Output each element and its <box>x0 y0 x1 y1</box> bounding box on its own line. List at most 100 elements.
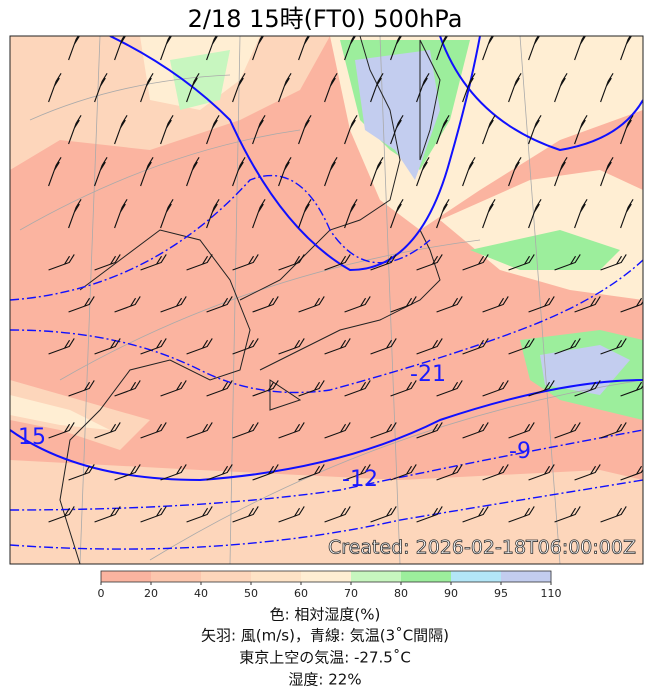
wind-barb <box>68 36 80 61</box>
wind-barb <box>574 199 588 229</box>
wind-barb <box>298 296 325 313</box>
wind-barb <box>186 157 200 187</box>
isotherm <box>439 36 643 152</box>
wind-barb <box>278 422 305 439</box>
wind-barb <box>48 338 75 355</box>
wind-barb <box>160 36 172 61</box>
colorbar-segment <box>501 571 552 582</box>
wind-barb <box>390 36 402 61</box>
contour-label: -12 <box>342 467 378 492</box>
wind-barb <box>344 115 358 145</box>
wind-barb <box>252 464 279 481</box>
wind-barb <box>508 73 522 103</box>
wind-barb <box>48 506 75 523</box>
wind-barb <box>528 380 555 397</box>
wind-barb <box>436 464 463 481</box>
wind-barb <box>554 506 581 523</box>
wind-barb <box>278 254 305 271</box>
wind-barb <box>528 199 542 229</box>
wind-barb <box>278 338 305 355</box>
wind-barb <box>370 422 397 439</box>
wind-barb <box>462 338 489 355</box>
wind-barb <box>482 296 509 313</box>
isotherm <box>10 429 643 511</box>
wind-barb <box>252 380 279 397</box>
wind-barb <box>186 338 213 355</box>
wind-barb <box>344 199 358 229</box>
wind-barb <box>94 338 121 355</box>
wind-barb <box>600 506 627 523</box>
wind-barb <box>528 36 540 61</box>
colorbar-tick-label: 20 <box>144 587 158 600</box>
isotherm <box>10 479 643 550</box>
wind-barb <box>620 297 643 313</box>
wind-barb <box>278 157 292 187</box>
wind-barb <box>574 380 601 397</box>
wind-barb <box>647 506 651 522</box>
caption: 色: 相対湿度(%) <box>270 606 381 624</box>
wind-barb <box>482 199 496 229</box>
wind-barb <box>508 422 535 439</box>
colorbar-segment <box>401 571 452 582</box>
wind-barb <box>206 199 220 229</box>
isotherm <box>109 36 481 272</box>
wind-barb <box>160 115 174 145</box>
wind-barb <box>462 73 476 103</box>
wind-barb <box>68 199 82 229</box>
wind-barb <box>140 157 154 187</box>
wind-barb <box>114 380 141 397</box>
title: 2/18 15時(FT0) 500hPa <box>188 5 463 33</box>
wind-barb <box>298 36 310 61</box>
wind-barb <box>140 338 167 355</box>
wind-barb <box>620 36 632 61</box>
colorbar-tick-label: 90 <box>444 587 458 600</box>
wind-barb <box>94 73 108 103</box>
wind-barb <box>278 73 292 103</box>
wind-barb <box>206 380 233 397</box>
wind-barb <box>647 157 651 186</box>
wind-barb <box>94 422 121 439</box>
wind-barb <box>370 254 397 271</box>
map-frame <box>9 35 644 565</box>
wind-barb <box>68 115 82 145</box>
colorbar-tick-label: 70 <box>344 587 358 600</box>
caption: 矢羽: 風(m/s)，青線: 気温(3˚C間隔) <box>201 627 449 645</box>
wind-barb <box>436 296 463 313</box>
wind-barb <box>160 464 187 481</box>
wind-barb <box>482 464 509 481</box>
wind-barbs <box>48 36 651 523</box>
humidity-area <box>170 50 230 110</box>
map: 15 -12 -9 -21 Created: 2026-02-18T06:00:… <box>10 36 651 564</box>
wind-barb <box>436 199 450 229</box>
colorbar: 0 20 40 50 60 70 80 90 95 110 <box>98 570 562 600</box>
wind-barb <box>252 199 266 229</box>
wind-barb <box>140 506 167 523</box>
colorbar-segment <box>151 571 202 582</box>
wind-barb <box>574 464 601 481</box>
colorbar-frame <box>100 570 552 583</box>
humidity-area <box>470 230 620 270</box>
wind-barb <box>416 506 443 523</box>
colorbar-tick-label: 40 <box>194 587 208 600</box>
wind-barb <box>390 464 417 481</box>
wind-barb <box>298 199 312 229</box>
wind-barb <box>554 157 568 187</box>
wind-barb <box>600 254 627 271</box>
wind-barb <box>232 157 246 187</box>
wind-barb <box>508 338 535 355</box>
wind-barb <box>298 464 325 481</box>
colorbar-tick-label: 95 <box>494 587 508 600</box>
humidity-area <box>10 460 643 564</box>
wind-barb <box>252 36 264 61</box>
wind-barb <box>206 296 233 313</box>
wind-barb <box>574 296 601 313</box>
wind-barb <box>462 157 476 187</box>
wind-barb <box>416 73 430 103</box>
wind-barb <box>647 422 651 438</box>
wind-barb <box>390 115 404 145</box>
wind-barb <box>324 254 351 271</box>
wind-barb <box>344 380 371 397</box>
wind-barb <box>140 422 167 439</box>
contour-label: 15 <box>18 425 46 450</box>
